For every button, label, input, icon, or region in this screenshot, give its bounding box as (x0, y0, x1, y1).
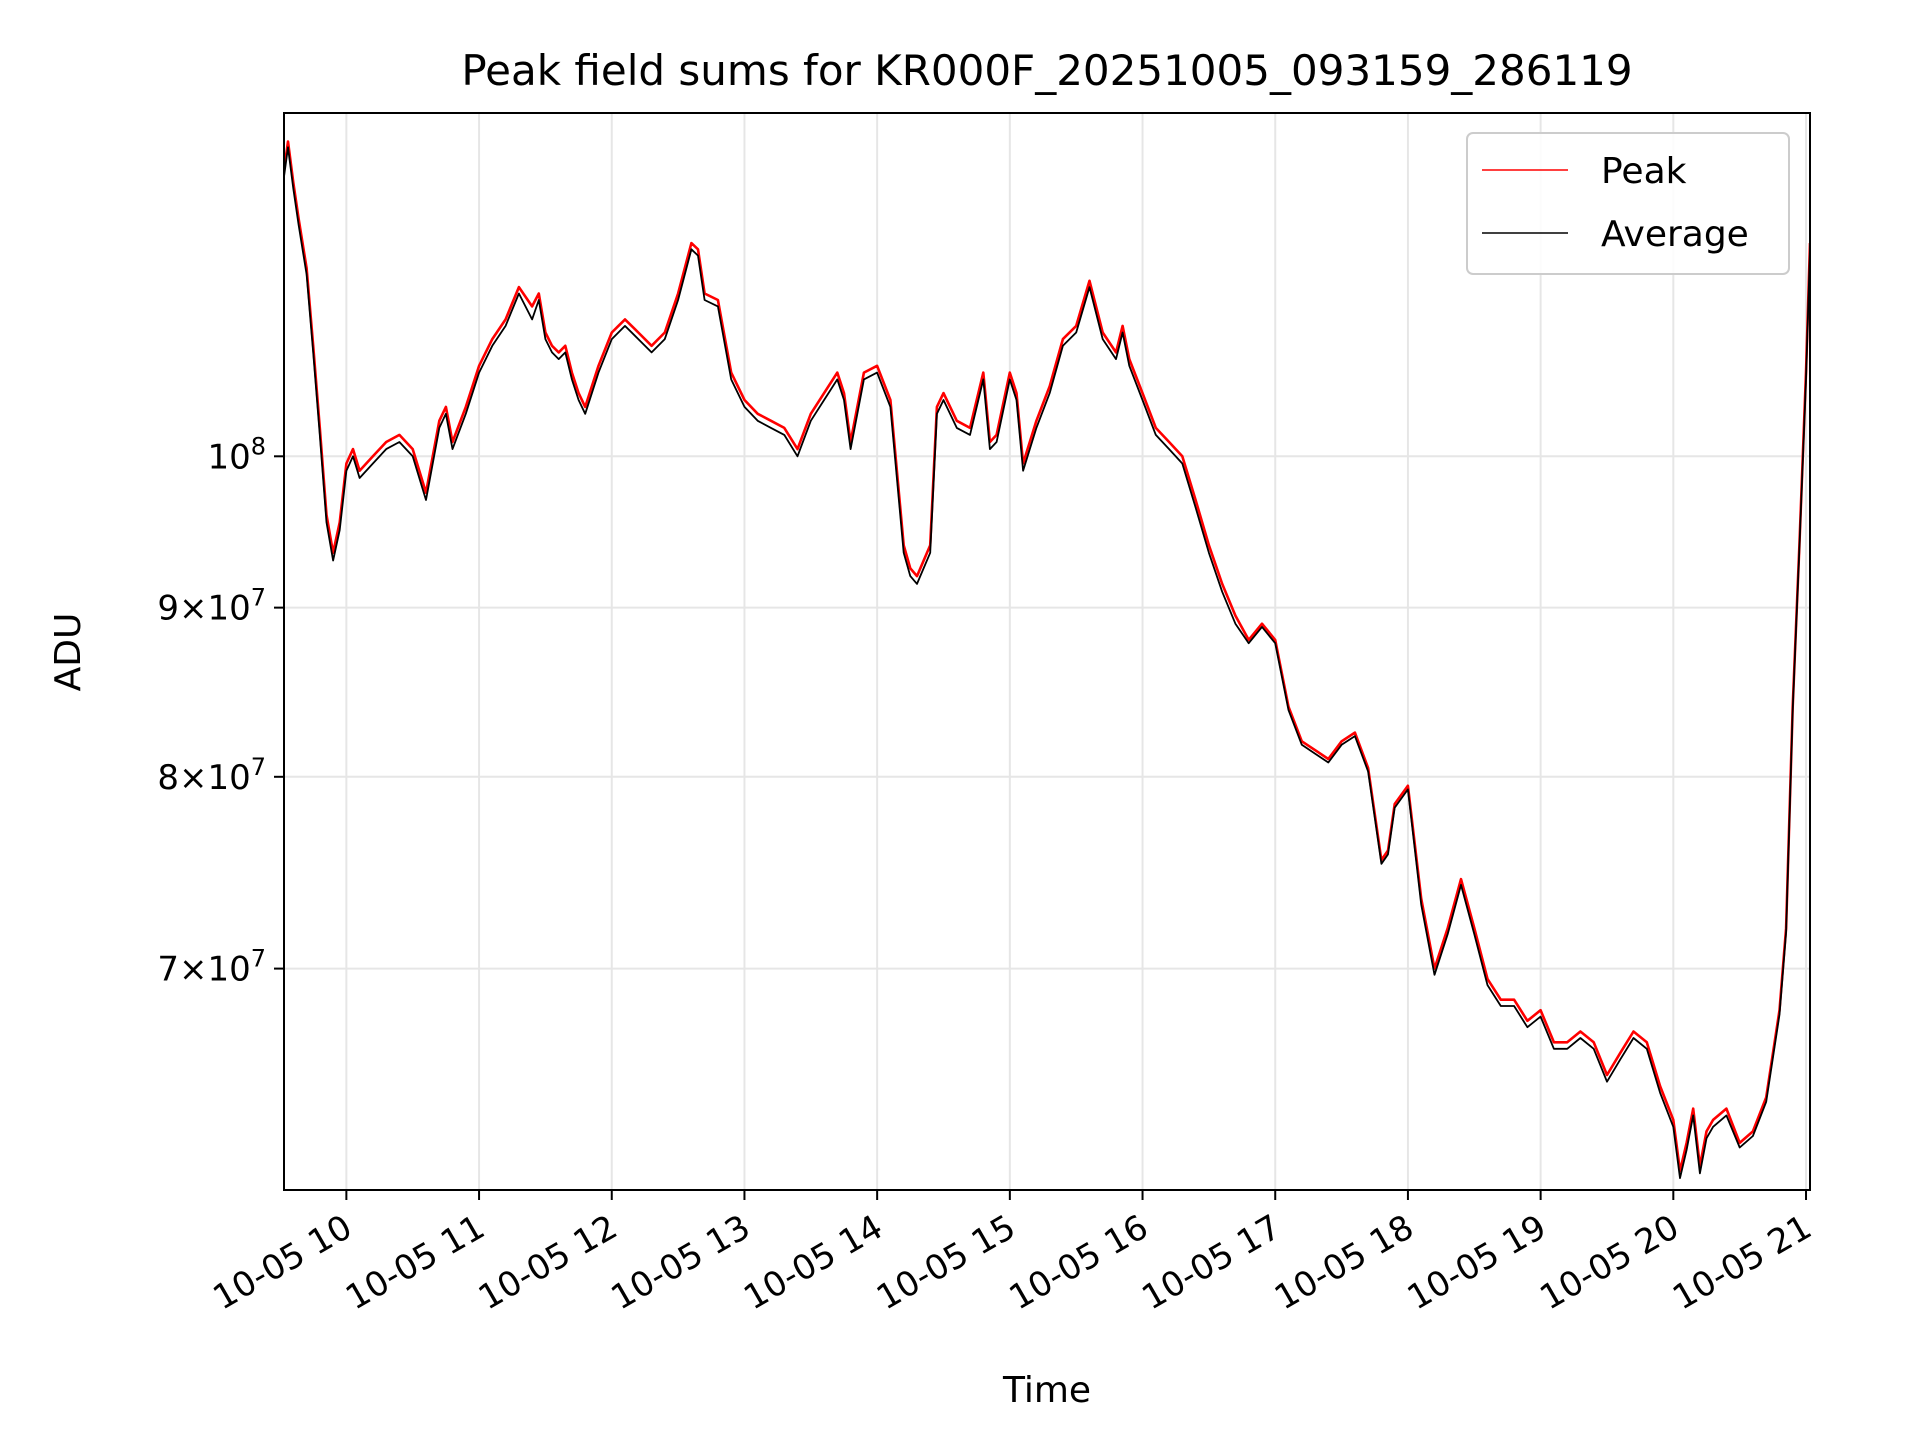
grid (284, 113, 1810, 1190)
series-line-average (284, 146, 1810, 1179)
legend-average-label: Average (1601, 214, 1749, 255)
y-tick-label: 108 (207, 432, 266, 477)
x-axis-label: Time (1002, 1370, 1091, 1411)
plot-frame (283, 112, 1811, 1191)
y-tick-label: 9×107 (157, 584, 266, 629)
legend-box (1466, 132, 1790, 275)
y-tick-label: 8×107 (157, 753, 266, 798)
y-tick-label: 7×107 (157, 945, 266, 990)
series-line-peak (284, 140, 1810, 1173)
y-axis: 108 9×107 8×107 7×107 (157, 432, 284, 990)
legend-peak-label: Peak (1601, 151, 1687, 192)
legend: Peak Average (1466, 132, 1790, 275)
chart-title: Peak field sums for KR000F_20251005_0931… (461, 46, 1632, 95)
y-axis-label: ADU (48, 613, 89, 692)
series-layer (284, 140, 1810, 1179)
